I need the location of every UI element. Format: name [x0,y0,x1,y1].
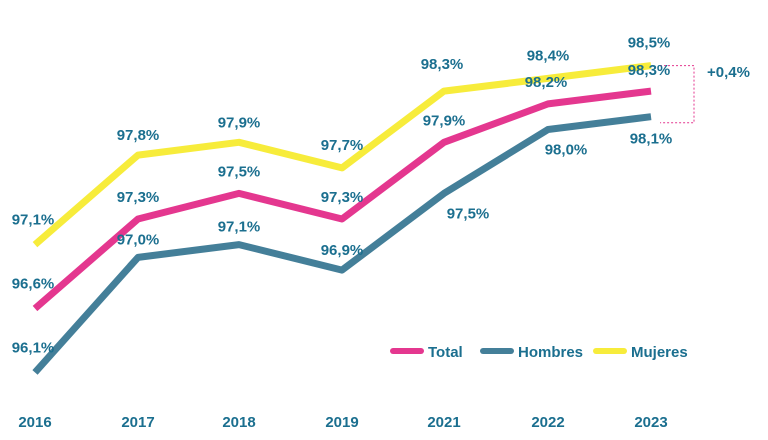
data-label-total-2016: 96,6% [12,276,55,293]
data-label-hombres-2017: 97,0% [117,231,160,248]
legend-item-mujeres: Mujeres [593,344,688,361]
legend: Total Hombres Mujeres [390,344,688,361]
data-label-total-2019: 97,3% [321,189,364,206]
x-tick-2016: 2016 [18,414,51,431]
legend-item-total: Total [390,344,463,361]
data-label-total-2022: 98,2% [525,74,568,91]
difference-annotation: +0,4% [707,64,750,81]
legend-item-hombres: Hombres [480,344,583,361]
legend-label-hombres: Hombres [518,344,583,361]
data-label-total-2021: 97,9% [423,112,466,129]
data-label-mujeres-2021: 98,3% [421,56,464,73]
legend-label-total: Total [428,344,463,361]
data-label-mujeres-2017: 97,8% [117,127,160,144]
data-label-total-2017: 97,3% [117,189,160,206]
x-axis-ticks: 2016 2017 2018 2019 2021 2022 2023 [18,414,667,431]
x-tick-2017: 2017 [121,414,154,431]
data-label-mujeres-2023: 98,5% [628,35,671,52]
x-tick-2023: 2023 [634,414,667,431]
x-tick-2018: 2018 [222,414,255,431]
data-labels: 97,1% 97,8% 97,9% 97,7% 98,3% 98,4% 98,5% 96,6%… [12,35,673,357]
x-tick-2019: 2019 [325,414,358,431]
data-label-total-2018: 97,5% [218,163,261,180]
difference-bracket [660,65,695,124]
data-label-mujeres-2018: 97,9% [218,114,261,131]
x-tick-2022: 2022 [531,414,564,431]
series-lines [32,62,652,375]
data-label-mujeres-2022: 98,4% [527,47,570,64]
data-label-mujeres-2019: 97,7% [321,137,364,154]
data-label-hombres-2019: 96,9% [321,242,364,259]
data-label-hombres-2018: 97,1% [218,219,261,236]
x-tick-2021: 2021 [427,414,460,431]
data-label-hombres-2022: 98,0% [545,142,588,159]
data-label-hombres-2016: 96,1% [12,339,55,356]
data-label-mujeres-2016: 97,1% [12,212,55,229]
data-label-hombres-2021: 97,5% [447,205,490,222]
data-label-hombres-2023: 98,1% [630,131,673,148]
data-label-total-2023: 98,3% [628,62,671,79]
legend-label-mujeres: Mujeres [631,344,688,361]
